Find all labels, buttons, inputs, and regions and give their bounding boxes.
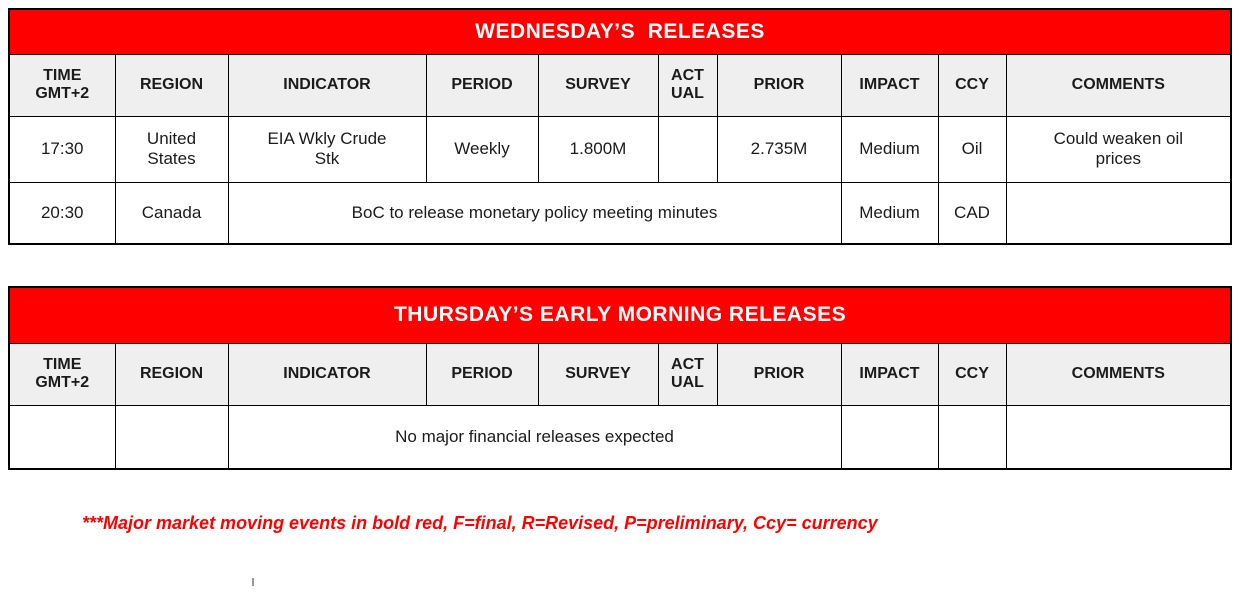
data-row: 17:30 United States EIA Wkly Crude Stk W… (8, 115, 1232, 183)
cell-time: 20:30 (8, 181, 116, 245)
header-prior: PRIOR (716, 342, 842, 406)
cell-region: United States (114, 115, 229, 183)
header-time-gmt2: TIME GMT+2 (8, 342, 116, 406)
header-comments: COMMENTS (1005, 53, 1232, 117)
cell-time (8, 404, 116, 470)
header-indicator: INDICATOR (227, 53, 427, 117)
cell-period: Weekly (425, 115, 539, 183)
data-row: No major financial releases expected (8, 404, 1232, 470)
header-prior: PRIOR (716, 53, 842, 117)
header-time-gmt2: TIME GMT+2 (8, 53, 116, 117)
cell-region (114, 404, 229, 470)
cell-ccy: CAD (937, 181, 1007, 245)
stray-cursor-mark (252, 578, 254, 586)
header-row: TIME GMT+2 REGION INDICATOR PERIOD SURVE… (8, 53, 1232, 117)
cell-prior: 2.735M (716, 115, 842, 183)
header-actual: ACT UAL (657, 53, 718, 117)
wednesday-releases-table: WEDNESDAY’S RELEASES TIME GMT+2 REGION I… (8, 8, 1233, 245)
header-period: PERIOD (425, 342, 539, 406)
cell-survey: 1.800M (537, 115, 659, 183)
header-region: REGION (114, 53, 229, 117)
data-row: 20:30 Canada BoC to release monetary pol… (8, 181, 1232, 245)
cell-time: 17:30 (8, 115, 116, 183)
cell-impact: Medium (840, 115, 939, 183)
cell-merged-note: No major financial releases expected (227, 404, 842, 470)
header-row: TIME GMT+2 REGION INDICATOR PERIOD SURVE… (8, 342, 1232, 406)
table-title-row: THURSDAY’S EARLY MORNING RELEASES (8, 286, 1232, 344)
table-title: THURSDAY’S EARLY MORNING RELEASES (8, 286, 1232, 344)
header-ccy: CCY (937, 342, 1007, 406)
cell-impact (840, 404, 939, 470)
thursday-early-morning-releases-table: THURSDAY’S EARLY MORNING RELEASES TIME G… (8, 286, 1233, 470)
cell-impact: Medium (840, 181, 939, 245)
header-period: PERIOD (425, 53, 539, 117)
header-actual: ACT UAL (657, 342, 718, 406)
table-title: WEDNESDAY’S RELEASES (8, 8, 1232, 55)
header-impact: IMPACT (840, 53, 939, 117)
cell-comments (1005, 404, 1232, 470)
cell-actual (657, 115, 718, 183)
cell-indicator: EIA Wkly Crude Stk (227, 115, 427, 183)
cell-ccy: Oil (937, 115, 1007, 183)
header-impact: IMPACT (840, 342, 939, 406)
header-survey: SURVEY (537, 342, 659, 406)
header-region: REGION (114, 342, 229, 406)
footnote-legend: ***Major market moving events in bold re… (82, 513, 878, 533)
header-ccy: CCY (937, 53, 1007, 117)
cell-ccy (937, 404, 1007, 470)
header-indicator: INDICATOR (227, 342, 427, 406)
cell-merged-note: BoC to release monetary policy meeting m… (227, 181, 842, 245)
header-comments: COMMENTS (1005, 342, 1232, 406)
table-title-row: WEDNESDAY’S RELEASES (8, 8, 1232, 55)
cell-comments: Could weaken oil prices (1005, 115, 1232, 183)
cell-region: Canada (114, 181, 229, 245)
header-survey: SURVEY (537, 53, 659, 117)
cell-comments (1005, 181, 1232, 245)
